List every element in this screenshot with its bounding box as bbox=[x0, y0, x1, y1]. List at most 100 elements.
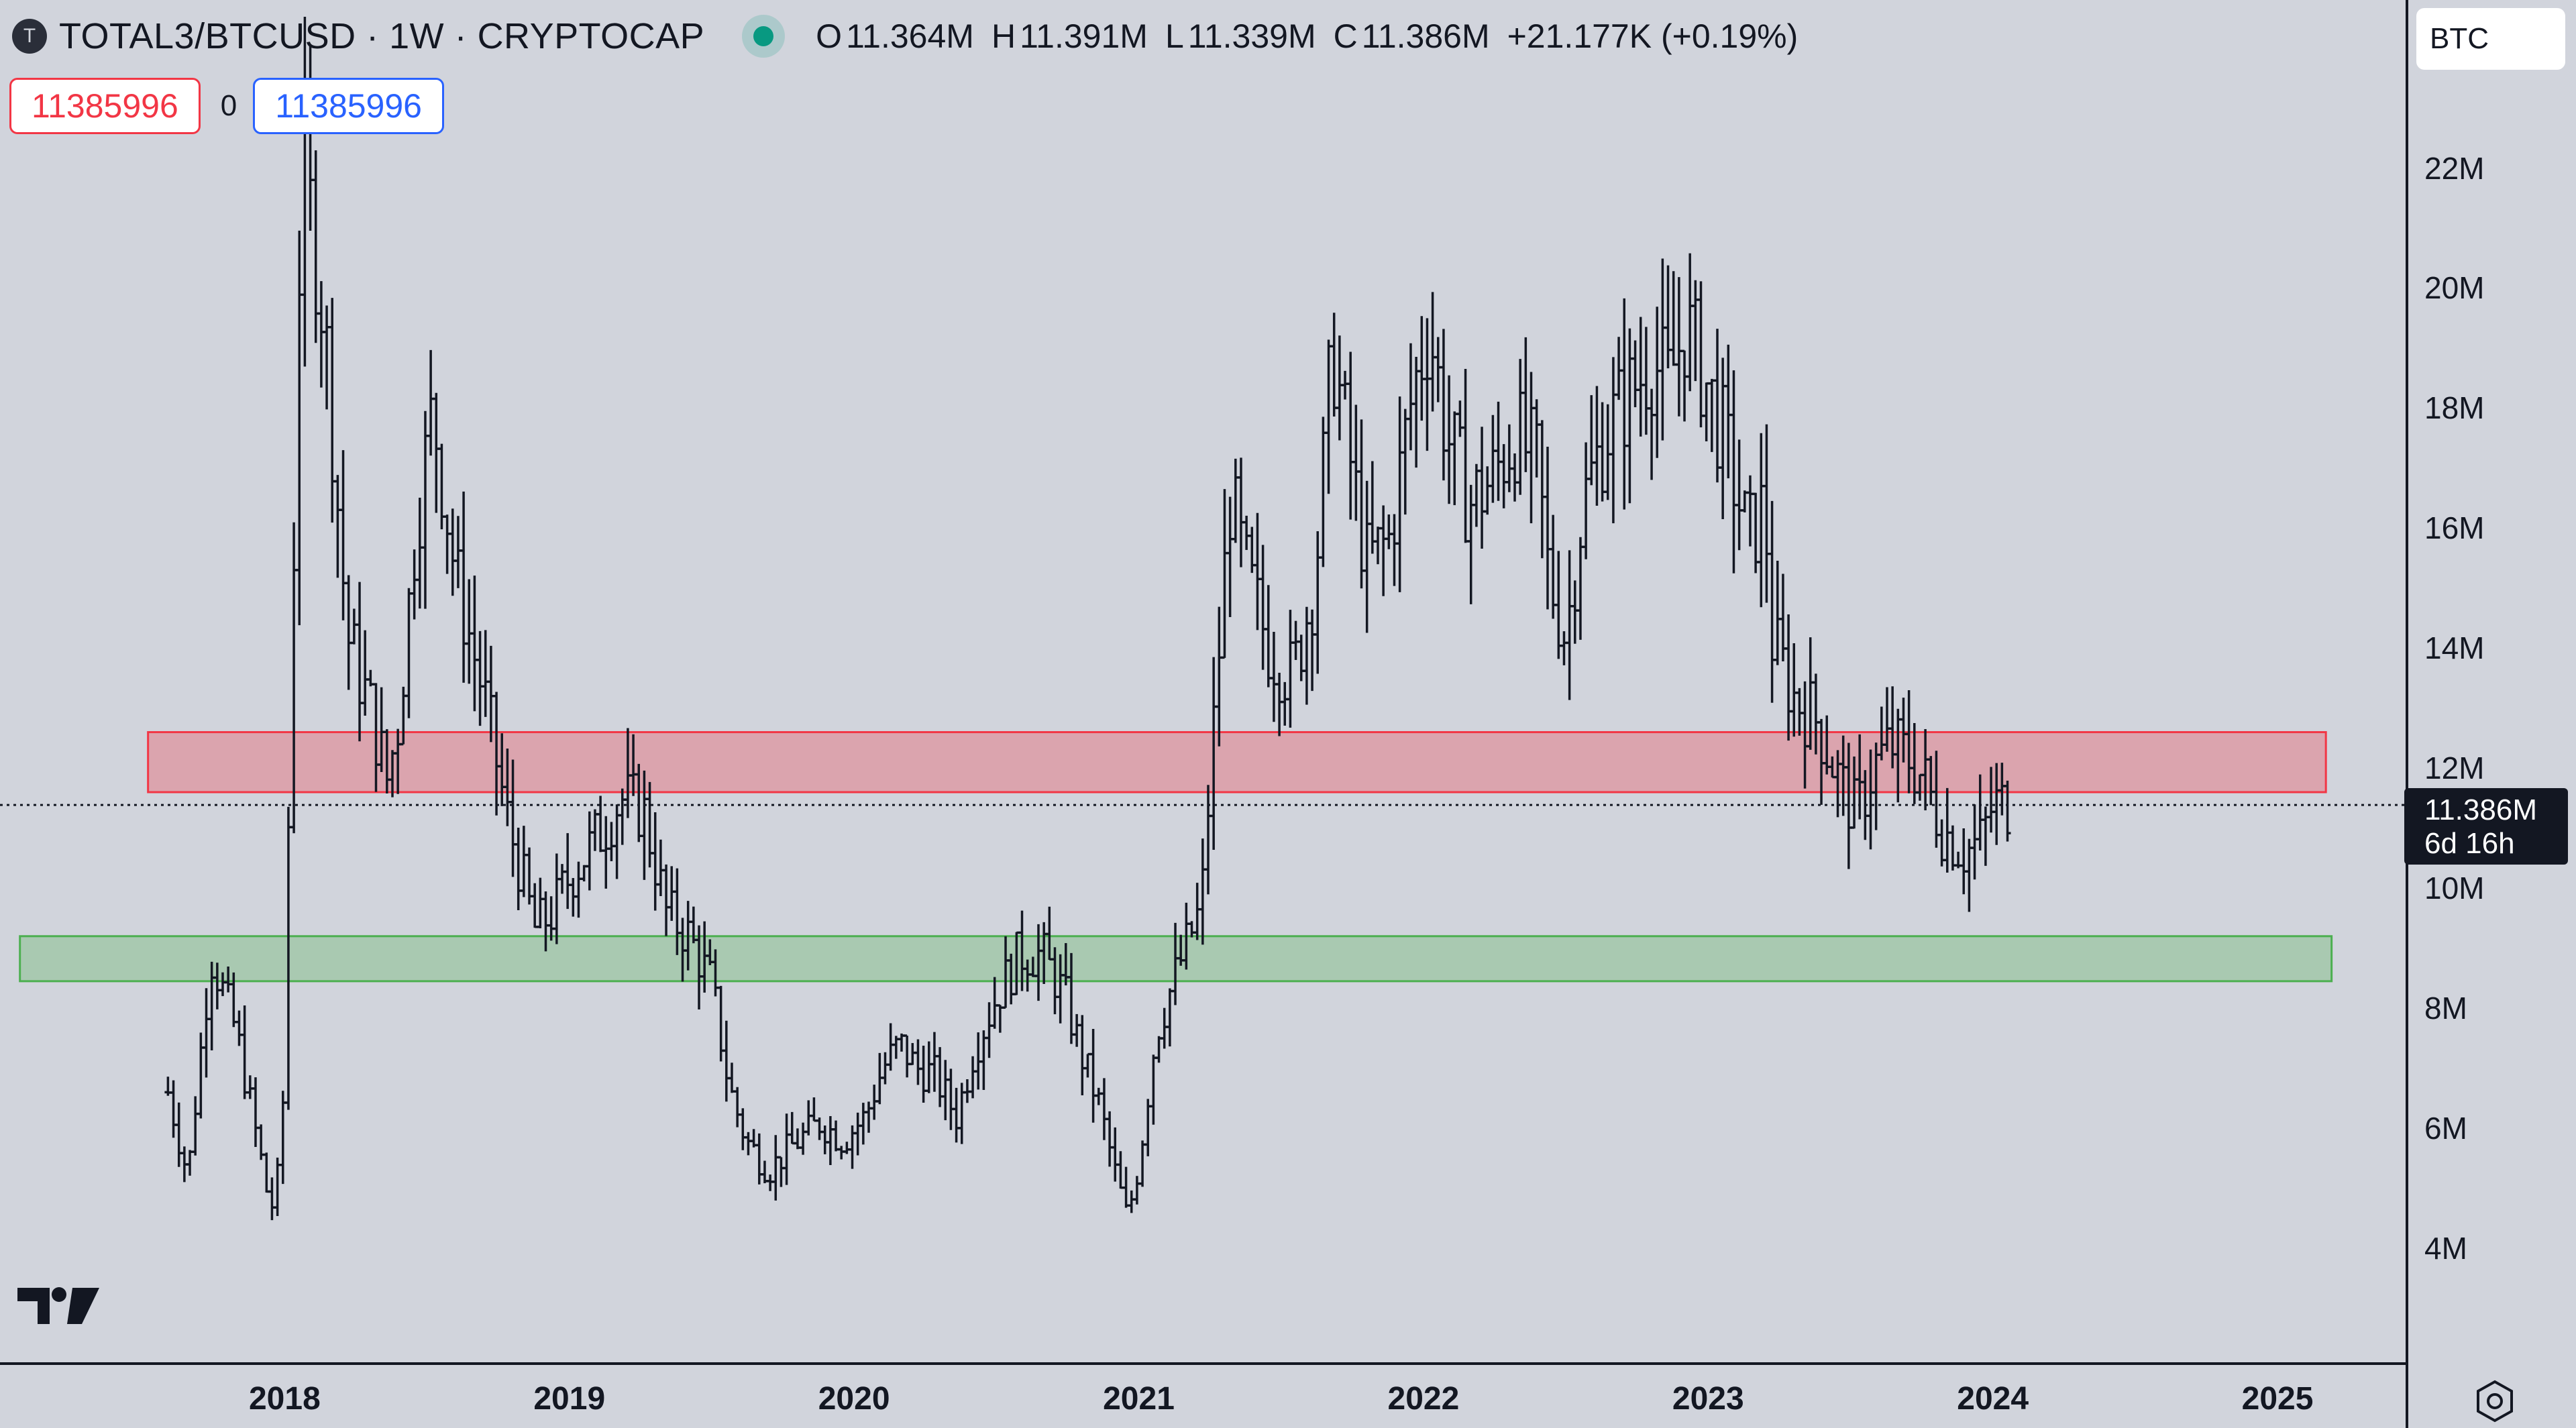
price-chart[interactable] bbox=[0, 0, 2406, 1362]
ohlc-bar bbox=[826, 1115, 834, 1166]
ohlc-bar bbox=[537, 877, 544, 928]
symbol-title[interactable]: TOTAL3/BTCUSD · 1W · CRYPTOCAP bbox=[59, 16, 705, 56]
ohlc-bar bbox=[1117, 1151, 1124, 1189]
ohlc-bar bbox=[1133, 1176, 1140, 1205]
ohlc-bar bbox=[1424, 318, 1431, 451]
ohlc-bar bbox=[909, 1043, 916, 1066]
ohlc-bar bbox=[454, 516, 462, 588]
ohlc-bar bbox=[1768, 500, 1776, 703]
ohlc-bar bbox=[339, 450, 347, 620]
ohlc-bar bbox=[1456, 400, 1464, 437]
ohlc-bar bbox=[427, 349, 435, 456]
ohlc-bar bbox=[531, 883, 539, 928]
ohlc-bar bbox=[646, 781, 653, 868]
y-tick-label: 18M bbox=[2424, 390, 2485, 426]
ohlc-bar bbox=[1254, 512, 1261, 630]
ohlc-bar bbox=[1544, 447, 1551, 610]
ohlc-bar bbox=[1588, 395, 1595, 486]
ohlc-bar bbox=[1621, 298, 1628, 510]
ohlc-bar bbox=[1708, 378, 1715, 452]
ohlc-bar bbox=[1401, 408, 1409, 515]
ohlc-bar bbox=[1079, 1015, 1086, 1096]
ohlc-bar bbox=[1325, 339, 1332, 494]
ohlc-bar bbox=[586, 811, 593, 891]
ohlc-bar bbox=[1237, 457, 1244, 567]
ohlc-bar bbox=[1582, 442, 1590, 559]
ohlc-bar bbox=[329, 298, 336, 523]
ohlc-bar bbox=[1314, 531, 1322, 674]
ohlc-bar bbox=[1297, 635, 1305, 681]
ohlc-bar bbox=[980, 1030, 987, 1090]
ohlc-bar bbox=[1309, 609, 1316, 692]
ohlc-bar bbox=[1505, 424, 1513, 492]
trade-panel: 11385996 0 11385996 bbox=[9, 76, 444, 135]
y-tick-label: 16M bbox=[2424, 510, 2485, 546]
ohlc-bar bbox=[1790, 643, 1798, 737]
ohlc-bar bbox=[651, 812, 659, 911]
ohlc-bar bbox=[1550, 514, 1557, 619]
ohlc-bar bbox=[1363, 480, 1371, 633]
ohlc-bar bbox=[969, 1056, 977, 1099]
ohlc-bar bbox=[356, 582, 364, 742]
ohlc-bar bbox=[657, 839, 664, 897]
ohlc-bar bbox=[1982, 806, 1989, 866]
ohlc-bar bbox=[466, 579, 473, 684]
currency-selector[interactable]: BTC bbox=[2416, 8, 2565, 70]
ohlc-bar bbox=[1609, 357, 1617, 524]
ohlc-bar bbox=[476, 630, 484, 726]
ohlc-bar bbox=[1303, 606, 1310, 705]
sell-button[interactable]: 11385996 bbox=[9, 78, 201, 134]
ohlc-bar bbox=[865, 1101, 873, 1133]
ohlc-bar bbox=[859, 1103, 867, 1145]
ohlc-bar bbox=[1089, 1029, 1097, 1123]
ohlc-bar bbox=[296, 230, 303, 626]
last-price-label: 11.386M 6d 16h bbox=[2404, 788, 2568, 865]
ohlc-bar bbox=[1342, 370, 1349, 400]
ohlc-bar bbox=[1199, 838, 1206, 945]
ohlc-bar bbox=[1407, 343, 1414, 451]
ohlc-bar bbox=[728, 1062, 735, 1093]
ohlc-bar bbox=[904, 1034, 911, 1078]
ohlc-bar bbox=[925, 1041, 932, 1093]
settings-icon[interactable] bbox=[2471, 1378, 2518, 1425]
price-axis-divider bbox=[2406, 0, 2408, 1428]
ohlc-bar bbox=[1352, 404, 1360, 521]
ohlc-bar bbox=[1735, 439, 1743, 551]
x-tick-label: 2022 bbox=[1387, 1381, 1460, 1417]
ohlc-bar bbox=[1697, 281, 1705, 428]
tradingview-logo-icon[interactable] bbox=[15, 1282, 102, 1329]
ohlc-bar bbox=[1095, 1087, 1102, 1105]
ohlc-bar bbox=[362, 630, 369, 716]
x-tick-label: 2019 bbox=[533, 1381, 606, 1417]
ohlc-bar bbox=[777, 1156, 785, 1187]
ohlc-bar bbox=[722, 1020, 730, 1102]
ohlc-bar bbox=[1692, 280, 1699, 382]
y-tick-label: 14M bbox=[2424, 630, 2485, 666]
ohlc-bar bbox=[1232, 458, 1239, 543]
ohlc-bar bbox=[849, 1125, 856, 1169]
ohlc-bar bbox=[1259, 545, 1267, 670]
ohlc-bar bbox=[1971, 804, 1978, 880]
ohlc-bar bbox=[1576, 537, 1584, 640]
ohlc-bar bbox=[411, 549, 418, 620]
ohlc-bar bbox=[854, 1112, 861, 1156]
symbol-logo-icon[interactable]: T bbox=[12, 19, 47, 54]
market-status-icon[interactable] bbox=[742, 15, 786, 58]
ohlc-bar bbox=[947, 1068, 955, 1130]
ohlc-bar bbox=[887, 1023, 894, 1071]
ohlc-bar bbox=[810, 1097, 818, 1122]
y-tick-label: 12M bbox=[2424, 751, 2485, 786]
ohlc-bar bbox=[996, 1004, 1004, 1033]
ohlc-bar bbox=[580, 865, 588, 882]
ohlc-bar bbox=[1270, 631, 1277, 722]
ohlc-bar bbox=[1631, 340, 1639, 408]
ohlc-bar bbox=[1358, 419, 1365, 589]
ohlc-bar bbox=[246, 1075, 254, 1099]
ohlc-bar bbox=[1725, 344, 1732, 479]
ohlc-bar bbox=[1533, 399, 1540, 478]
buy-button[interactable]: 11385996 bbox=[253, 78, 444, 134]
y-tick-label: 20M bbox=[2424, 270, 2485, 306]
ohlc-bar bbox=[1368, 461, 1376, 554]
resistance-zone[interactable] bbox=[147, 731, 2327, 793]
ohlc-bar bbox=[843, 1142, 851, 1154]
